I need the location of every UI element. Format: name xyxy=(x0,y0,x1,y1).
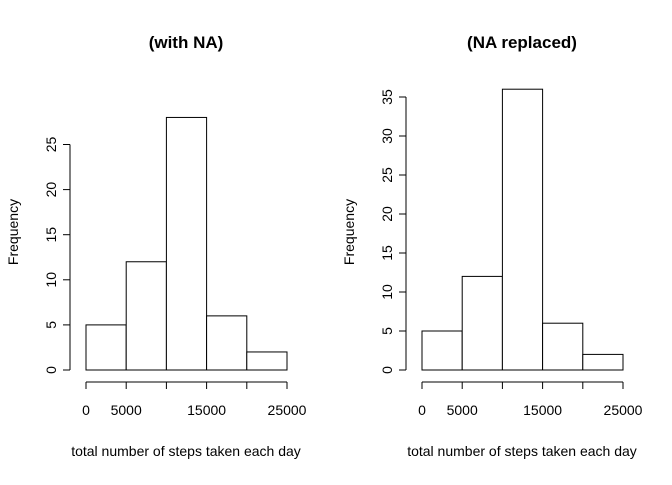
x-tick-label: 25000 xyxy=(268,402,307,418)
y-tick-label: 35 xyxy=(379,89,395,105)
y-tick-label: 5 xyxy=(43,321,59,329)
y-tick-label: 15 xyxy=(43,227,59,243)
y-tick-label: 20 xyxy=(379,206,395,222)
histogram-panel-2: 0 5 10 15 20 25 30 35 0 5000 15000 25000 (NA replace… xyxy=(341,33,643,459)
y-tick-label: 10 xyxy=(43,272,59,288)
histogram-bar xyxy=(246,351,288,371)
histogram-bar xyxy=(125,261,167,371)
histogram-bar xyxy=(165,116,208,371)
x-tick-label: 25000 xyxy=(604,402,643,418)
y-axis-label: Frequency xyxy=(341,199,357,265)
y-tick-label: 30 xyxy=(379,128,395,144)
y-tick-label: 0 xyxy=(379,366,395,374)
histogram-bar xyxy=(582,353,624,371)
histogram-bar xyxy=(501,88,544,371)
x-tick-label: 15000 xyxy=(187,402,226,418)
y-tick-label: 25 xyxy=(379,167,395,183)
y-tick-label: 5 xyxy=(379,327,395,335)
histogram-bar xyxy=(85,324,127,371)
histogram-bar xyxy=(206,315,248,371)
y-tick-label: 0 xyxy=(43,366,59,374)
x-tick-label: 5000 xyxy=(447,402,478,418)
x-tick-label: 15000 xyxy=(523,402,562,418)
x-tick-label: 0 xyxy=(82,402,90,418)
y-tick-label: 20 xyxy=(43,182,59,198)
x-axis-label: total number of steps taken each day xyxy=(71,443,301,459)
x-axis-label: total number of steps taken each day xyxy=(407,443,637,459)
histogram-bar xyxy=(421,330,463,371)
y-tick-label: 15 xyxy=(379,245,395,261)
y-axis-label: Frequency xyxy=(5,199,21,265)
x-tick-label: 5000 xyxy=(111,402,142,418)
histogram-bar xyxy=(542,322,584,371)
y-tick-label: 10 xyxy=(379,284,395,300)
histogram-bar xyxy=(461,275,503,371)
histogram-panel-1: 0 5 10 15 20 25 0 5000 15000 25000 (with NA) total … xyxy=(5,33,307,459)
x-tick-label: 0 xyxy=(418,402,426,418)
chart-title: (NA replaced) xyxy=(467,33,577,52)
chart-title: (with NA) xyxy=(149,33,224,52)
y-tick-label: 25 xyxy=(43,137,59,153)
